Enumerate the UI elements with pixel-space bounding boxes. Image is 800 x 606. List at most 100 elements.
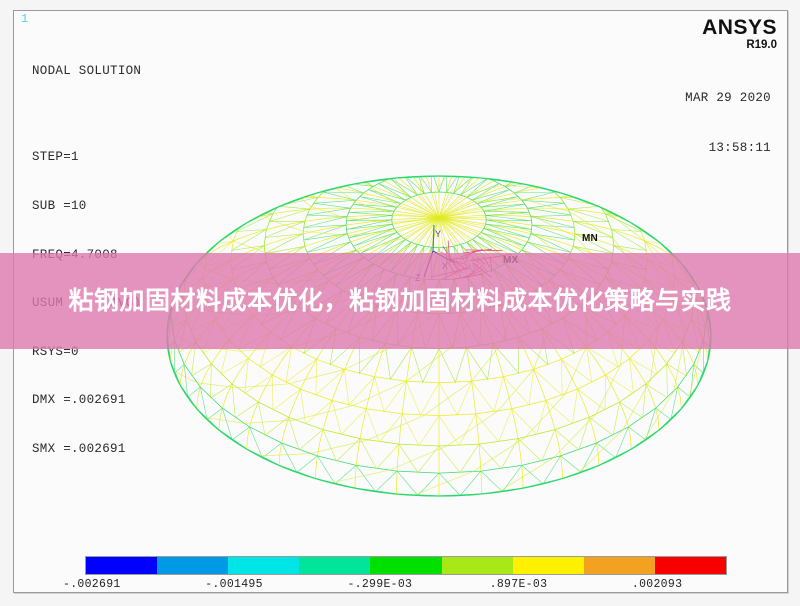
mesh-brace bbox=[471, 376, 504, 413]
mesh-brace bbox=[330, 154, 360, 162]
mesh-brace bbox=[306, 207, 351, 217]
legend-tick-top-3: .897E-03 bbox=[489, 578, 548, 591]
mesh-brace bbox=[358, 337, 386, 375]
mesh-brace bbox=[527, 233, 572, 253]
mesh-brace bbox=[624, 204, 657, 225]
title-overlay-banner: 粘钢加固材料成本优化，粘钢加固材料成本优化策略与实践 bbox=[0, 253, 800, 349]
mesh-brace bbox=[438, 470, 482, 496]
mesh-brace bbox=[446, 176, 461, 194]
mesh-brace bbox=[399, 145, 439, 158]
mesh-brace bbox=[517, 429, 556, 462]
mesh-brace bbox=[530, 216, 575, 228]
mesh-brace bbox=[518, 154, 548, 162]
mesh-brace bbox=[231, 189, 259, 214]
mesh-brace bbox=[374, 376, 407, 413]
mesh-brace bbox=[272, 176, 301, 182]
mesh-brace bbox=[372, 151, 397, 163]
mesh-brace bbox=[666, 342, 687, 377]
mesh-brace bbox=[221, 204, 254, 225]
mesh-brace bbox=[535, 176, 572, 188]
mesh-brace bbox=[412, 138, 439, 144]
mesh-brace bbox=[467, 176, 492, 177]
mesh-brace bbox=[366, 140, 402, 149]
mesh-brace bbox=[346, 219, 393, 230]
mesh-brace bbox=[306, 176, 343, 188]
banner-title-text: 粘钢加固材料成本优化，粘钢加固材料成本优化策略与实践 bbox=[68, 286, 732, 315]
mesh-brace bbox=[485, 219, 532, 230]
mesh-brace bbox=[300, 389, 333, 425]
ansys-release-text: R19.0 bbox=[746, 39, 777, 51]
min-marker-label: MN bbox=[582, 233, 598, 244]
mesh-spiral bbox=[327, 176, 548, 219]
mesh-brace bbox=[303, 224, 348, 241]
mesh-brace bbox=[313, 200, 357, 209]
mesh-brace bbox=[258, 176, 292, 189]
mesh-brace bbox=[222, 203, 250, 233]
mesh-brace bbox=[356, 176, 398, 181]
mesh-brace bbox=[210, 363, 233, 399]
mesh-brace bbox=[264, 221, 305, 238]
mesh-brace bbox=[359, 438, 400, 470]
mesh-brace bbox=[493, 147, 519, 154]
mesh-brace bbox=[348, 158, 378, 169]
mesh-brace bbox=[244, 358, 273, 394]
mesh-brace bbox=[359, 196, 401, 208]
mesh-brace bbox=[478, 438, 519, 470]
legend-tick-top-2: -.299E-03 bbox=[347, 578, 413, 591]
timestamp-block: MAR 29 2020 13:58:11 bbox=[685, 57, 771, 189]
mesh-brace bbox=[554, 417, 590, 451]
mesh-meridian-27 bbox=[315, 176, 440, 219]
mesh-brace bbox=[466, 343, 494, 381]
mesh-brace bbox=[418, 143, 439, 155]
mesh-brace bbox=[258, 176, 290, 197]
mesh-brace bbox=[417, 176, 432, 194]
mesh-brace bbox=[398, 443, 440, 474]
mesh-brace bbox=[481, 228, 526, 247]
param-smx: SMX =.002691 bbox=[32, 442, 126, 457]
mesh-brace bbox=[586, 176, 620, 189]
mesh-brace bbox=[285, 346, 317, 384]
mesh-brace bbox=[619, 383, 647, 419]
mesh-brace bbox=[546, 154, 578, 168]
mesh-brace bbox=[611, 229, 647, 251]
mesh-brace bbox=[594, 198, 632, 215]
mesh-brace bbox=[397, 146, 418, 158]
legend-tick-top-1: -.001495 bbox=[205, 578, 263, 591]
mesh-brace bbox=[238, 187, 271, 205]
mesh-brace bbox=[325, 176, 360, 178]
mesh-brace bbox=[439, 138, 472, 140]
mesh-brace bbox=[607, 187, 640, 205]
date-text: MAR 29 2020 bbox=[685, 91, 771, 105]
mesh-brace bbox=[315, 359, 345, 396]
mesh-brace bbox=[475, 408, 513, 443]
mesh-brace bbox=[286, 161, 317, 174]
mesh-brace bbox=[353, 203, 397, 212]
mesh-brace bbox=[344, 144, 374, 151]
mesh-brace bbox=[477, 196, 519, 208]
mesh-brace bbox=[645, 363, 668, 399]
mesh-brace bbox=[501, 158, 531, 169]
mesh-brace bbox=[406, 381, 440, 416]
mesh-brace bbox=[301, 154, 333, 168]
mesh-brace bbox=[492, 337, 520, 375]
mesh-brace bbox=[554, 176, 590, 182]
legend-tick-top-0: -.002691 bbox=[63, 578, 121, 591]
mesh-brace bbox=[439, 145, 479, 158]
mesh-brace bbox=[360, 147, 399, 162]
mesh-brace bbox=[503, 369, 534, 406]
mesh-brace bbox=[596, 187, 629, 215]
mesh-brace bbox=[518, 176, 553, 178]
mesh-brace bbox=[438, 176, 482, 177]
mesh-brace bbox=[472, 139, 504, 144]
mesh-brace bbox=[344, 369, 375, 406]
mesh-brace bbox=[481, 151, 506, 163]
mesh-brace bbox=[401, 413, 440, 447]
mesh-brace bbox=[385, 141, 412, 148]
mesh-brace bbox=[438, 381, 472, 416]
mesh-brace bbox=[577, 176, 606, 182]
mesh-brace bbox=[480, 176, 522, 181]
mesh-brace bbox=[645, 207, 668, 235]
mesh-brace bbox=[460, 146, 481, 158]
mesh-spiral bbox=[259, 217, 516, 457]
